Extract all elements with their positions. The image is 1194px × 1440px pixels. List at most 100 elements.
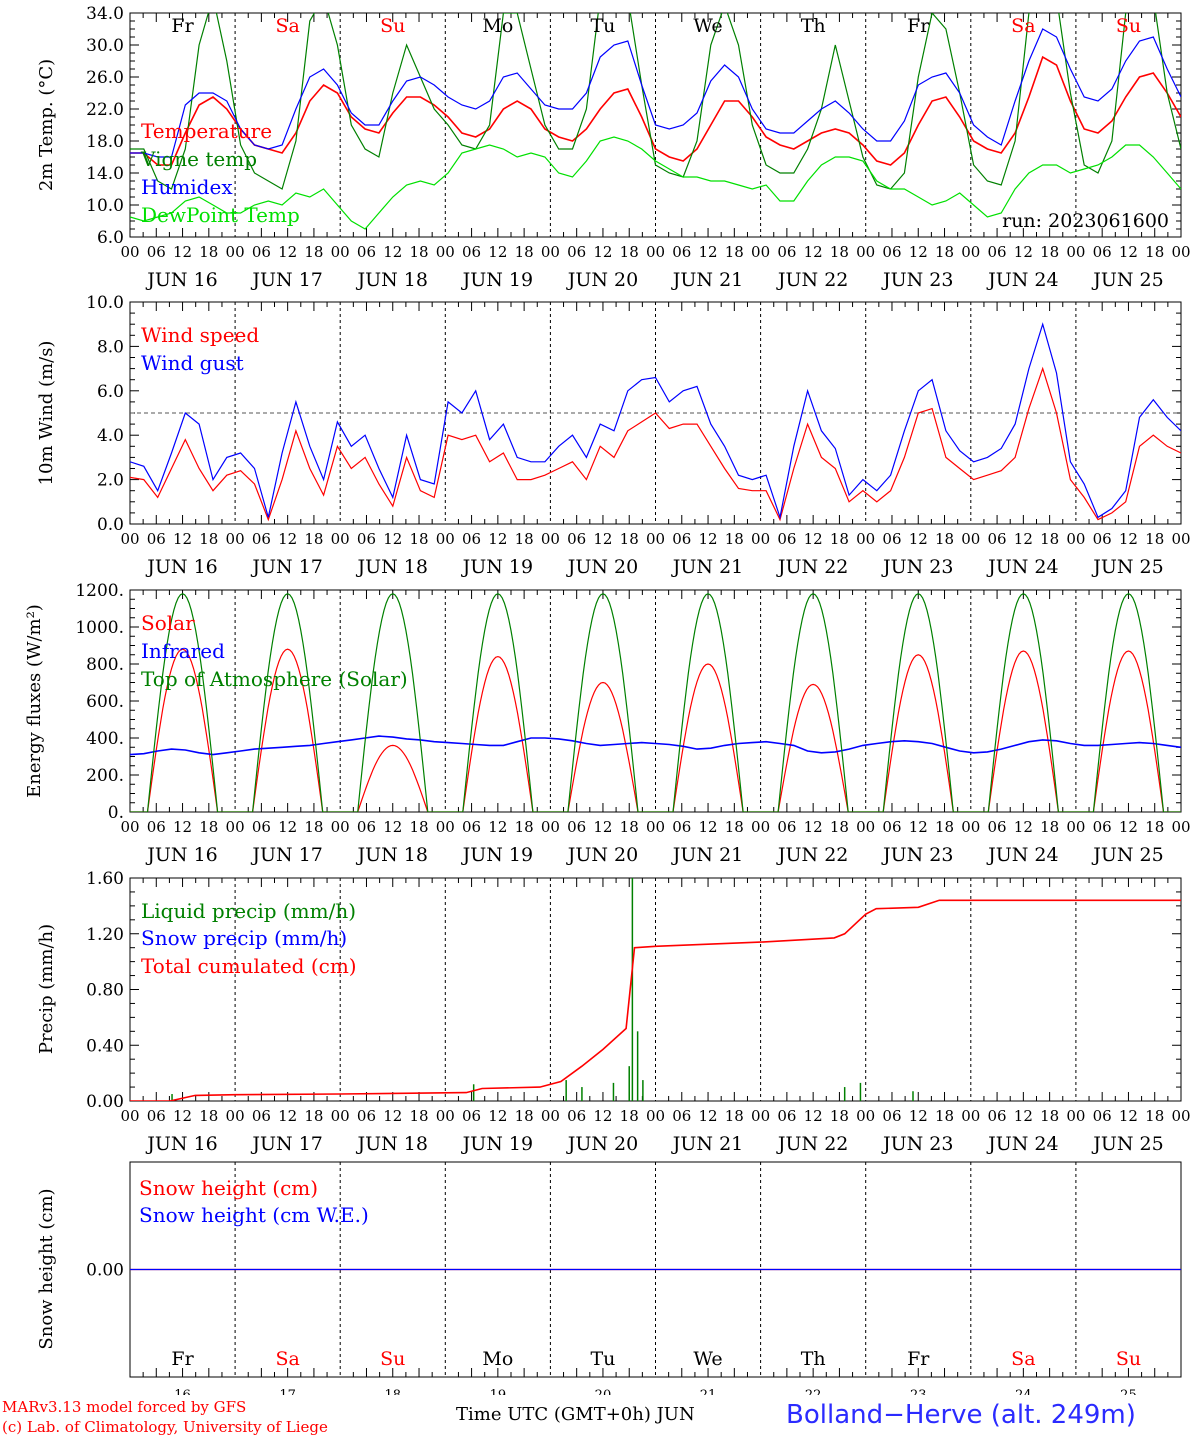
y-tick-label: 1000. [75, 618, 124, 638]
y-tick-label: 1.60 [86, 869, 124, 889]
hour-label: 12 [699, 530, 718, 548]
legend-entry: Temperature [141, 119, 272, 143]
hour-label: 12 [488, 818, 507, 836]
legend-entry: Top of Atmosphere (Solar) [141, 667, 408, 691]
hour-label: 00 [226, 243, 245, 261]
humidex-line [130, 28, 1181, 158]
hour-label: 06 [672, 1107, 691, 1125]
hour-label: 00 [226, 1107, 245, 1125]
hour-label: 00 [961, 1107, 980, 1125]
y-tick-label: 4.0 [97, 426, 124, 446]
hour-label: 18 [830, 1107, 849, 1125]
hour-label: 00 [1066, 818, 1085, 836]
panel-1: 6.0 10.0 14.0 18.0 22.0 26.0 30.0 34.0 2m Temp. … [36, 4, 1191, 291]
hour-label: 06 [882, 243, 901, 261]
time-axis-title: Time UTC (GMT+0h) JUN [456, 1404, 695, 1425]
hour-label: 00 [1171, 818, 1190, 836]
y-tick-label: 14.0 [86, 164, 124, 184]
weekday-label: Mo [482, 15, 513, 37]
hour-label: 12 [1014, 530, 1033, 548]
hour-label: 06 [252, 530, 271, 548]
hour-label: 18 [1040, 1107, 1059, 1125]
hour-label: 12 [804, 530, 823, 548]
hour-label: 00 [856, 1107, 875, 1125]
hour-label: 06 [1093, 1107, 1112, 1125]
hour-label: 18 [830, 818, 849, 836]
hour-label: 00 [226, 530, 245, 548]
model-credit: MARv3.13 model forced by GFS [2, 1398, 247, 1416]
hour-label: 00 [856, 243, 875, 261]
hour-label: 18 [830, 243, 849, 261]
hour-label: 06 [882, 530, 901, 548]
wind-speed-line [130, 366, 1181, 522]
run-annotation: run: 2023061600 [1002, 210, 1169, 232]
date-label: JUN 22 [776, 844, 848, 866]
hour-label: 00 [751, 530, 770, 548]
hour-label: 06 [567, 243, 586, 261]
hour-label: 00 [331, 530, 350, 548]
hour-label: 00 [1066, 1107, 1085, 1125]
hour-label: 18 [1040, 243, 1059, 261]
hour-label: 18 [935, 1107, 954, 1125]
hour-label: 00 [436, 818, 455, 836]
hour-label: 12 [593, 243, 612, 261]
weekday-label: We [693, 15, 722, 37]
hour-label: 06 [252, 1107, 271, 1125]
y-tick-label: 0.80 [86, 981, 124, 1001]
hour-label: 06 [988, 818, 1007, 836]
hour-label: 12 [1014, 243, 1033, 261]
hour-label: 12 [278, 1107, 297, 1125]
hour-label: 12 [488, 1107, 507, 1125]
weekday-label: Fr [171, 15, 194, 37]
weekday-label: Sa [1011, 15, 1035, 37]
hour-label: 06 [777, 818, 796, 836]
hour-label: 00 [646, 243, 665, 261]
hour-label: 18 [1040, 530, 1059, 548]
legend-entry: Humidex [141, 175, 233, 199]
hour-label: 00 [541, 530, 560, 548]
hour-label: 00 [120, 530, 139, 548]
date-label: JUN 21 [671, 269, 743, 291]
y-tick-label: 0.00 [86, 1261, 124, 1281]
y-tick-label: 200. [86, 766, 124, 786]
hour-label: 12 [488, 530, 507, 548]
weekday-label: Th [801, 1348, 826, 1370]
hour-label: 12 [1119, 818, 1138, 836]
hour-label: 06 [462, 1107, 481, 1125]
hour-label: 06 [672, 818, 691, 836]
hour-label: 06 [672, 530, 691, 548]
date-label: JUN 18 [356, 269, 428, 291]
hour-label: 12 [699, 243, 718, 261]
hour-label: 18 [725, 818, 744, 836]
hour-label: 06 [462, 530, 481, 548]
y-tick-label: 0.0 [97, 515, 124, 535]
date-label: JUN 20 [566, 844, 638, 866]
weekday-label: Fr [907, 1348, 930, 1370]
day-number-label: 22 [805, 1388, 822, 1395]
hour-label: 06 [1093, 818, 1112, 836]
hour-label: 18 [199, 1107, 218, 1125]
hour-label: 12 [804, 818, 823, 836]
hour-label: 18 [725, 530, 744, 548]
date-label: JUN 19 [461, 269, 533, 291]
legend-entry: Liquid precip (mm/h) [141, 899, 356, 923]
date-label: JUN 20 [566, 556, 638, 578]
hour-label: 12 [593, 530, 612, 548]
hour-label: 00 [120, 1107, 139, 1125]
station-title: Bolland−Herve (alt. 249m) [786, 1400, 1136, 1430]
y-tick-label: 6.0 [97, 382, 124, 402]
hour-label: 18 [409, 818, 428, 836]
weekday-label: Tu [590, 1348, 615, 1370]
hour-label: 06 [147, 530, 166, 548]
weekday-label: Sa [275, 15, 299, 37]
legend-entry: Solar [141, 611, 195, 635]
hour-label: 12 [804, 243, 823, 261]
date-label: JUN 24 [986, 556, 1058, 578]
hour-label: 12 [278, 530, 297, 548]
hour-label: 00 [646, 1107, 665, 1125]
hour-label: 12 [1119, 1107, 1138, 1125]
hour-label: 18 [620, 818, 639, 836]
date-label: JUN 23 [881, 556, 953, 578]
weekday-label: Su [380, 1348, 405, 1370]
date-label: JUN 19 [461, 556, 533, 578]
